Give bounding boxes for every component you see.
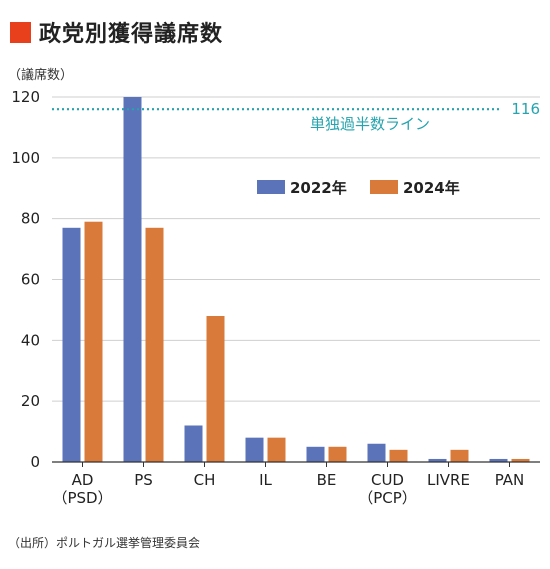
bar-2024-livre: [450, 449, 469, 462]
y-axis-unit-label: （議席数）: [8, 68, 74, 83]
category-label: CUD: [371, 471, 404, 489]
bar-2024-ad: [84, 221, 103, 462]
reference-value-label: 116: [511, 100, 540, 118]
chart-title: 政党別獲得議席数: [10, 18, 224, 47]
y-tick-label: 60: [21, 271, 40, 289]
y-tick-label: 120: [11, 88, 40, 106]
category-sublabel: （PSD）: [52, 489, 112, 507]
y-tick-label: 100: [11, 149, 40, 167]
category-label: AD: [72, 471, 94, 489]
x-axis-categories: AD（PSD） PS CH IL BE CUD（PCP） LIVRE PAN: [52, 462, 524, 507]
bar-2024-ch: [206, 316, 225, 462]
legend-label: 2024年: [403, 179, 460, 197]
bar-2022-ch: [184, 425, 203, 462]
bars: [62, 97, 530, 462]
bar-2022-livre: [428, 458, 447, 462]
reference-line-label: 単独過半数ライン: [310, 115, 430, 133]
bar-2024-cud: [389, 449, 408, 462]
category-label: CH: [194, 471, 216, 489]
bar-2022-pan: [489, 458, 508, 462]
category-label: PAN: [495, 471, 525, 489]
bar-2022-il: [245, 437, 264, 462]
y-tick-label: 80: [21, 210, 40, 228]
legend-swatch: [370, 180, 398, 194]
source-note: （出所）ポルトガル選挙管理委員会: [8, 536, 201, 550]
category-label: IL: [259, 471, 272, 489]
title-marker: [10, 21, 31, 43]
y-tick-label: 0: [30, 453, 40, 471]
bar-2022-ps: [123, 97, 142, 462]
bar-2024-il: [267, 437, 286, 462]
bar-2022-ad: [62, 227, 81, 462]
reference-line-group: 116 単独過半数ライン: [52, 100, 540, 133]
category-label: PS: [134, 471, 153, 489]
bar-2024-be: [328, 446, 347, 462]
legend-swatch: [257, 180, 285, 194]
y-axis-ticks: 0 20 40 60 80 100 120: [11, 88, 40, 471]
legend-label: 2022年: [290, 179, 347, 197]
bar-2024-ps: [145, 227, 164, 462]
y-tick-label: 20: [21, 392, 40, 410]
bar-2024-pan: [511, 458, 530, 462]
legend: 2022年 2024年: [257, 179, 460, 197]
bar-2022-be: [306, 446, 325, 462]
title-text: 政党別獲得議席数: [39, 22, 224, 47]
category-label: BE: [317, 471, 337, 489]
bar-2022-cud: [367, 443, 386, 462]
category-label: LIVRE: [427, 471, 470, 489]
y-tick-label: 40: [21, 331, 40, 349]
category-sublabel: （PCP）: [358, 489, 417, 507]
